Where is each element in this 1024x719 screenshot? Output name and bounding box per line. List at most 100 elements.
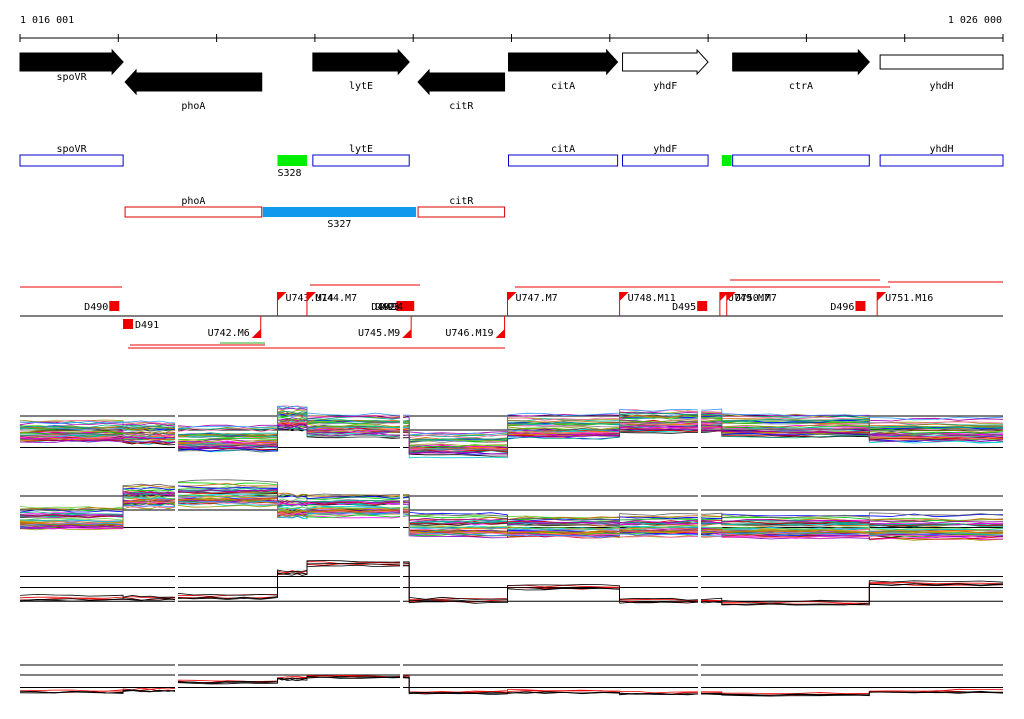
feature-D494: D494 xyxy=(379,301,415,313)
segment-label: S327 xyxy=(327,219,351,230)
gene-ctrA: ctrA xyxy=(732,48,870,92)
feature-marker xyxy=(697,301,708,311)
segment-S327: S327 xyxy=(262,207,417,230)
feature-U744.M7: U744.M7 xyxy=(306,292,357,316)
feature-U751.M16: U751.M16 xyxy=(876,292,933,316)
feature-label: U745.M9 xyxy=(358,328,400,339)
gene-label: citR xyxy=(449,101,474,112)
ruler-start-label: 1 016 001 xyxy=(20,15,74,26)
gene-arrow xyxy=(312,48,410,76)
expression-panel-2 xyxy=(19,470,1004,550)
gene-arrow xyxy=(417,68,506,96)
expression-trace xyxy=(19,562,1004,606)
feature-label: U747.M7 xyxy=(516,293,558,304)
expression-trace xyxy=(19,424,1004,455)
forward-box xyxy=(508,154,619,167)
segment-unlabeled xyxy=(721,155,732,166)
feature-U745.M9: U745.M9 xyxy=(358,316,412,339)
gene-arrow xyxy=(622,48,709,76)
feature-U747.M7: U747.M7 xyxy=(507,292,558,316)
feature-marker xyxy=(855,301,866,311)
feature-marker xyxy=(495,329,505,338)
forward-box xyxy=(19,154,124,167)
segment-S328: S328 xyxy=(277,155,307,179)
gene-phoA: phoA xyxy=(124,68,263,112)
feature-label: D494 xyxy=(379,302,403,313)
gene-label: yhdF xyxy=(653,81,677,92)
feature-marker xyxy=(726,292,736,301)
gene-spoVR: spoVR xyxy=(19,48,124,83)
gene-arrow xyxy=(508,48,619,76)
coordinate-ruler: 1 016 001 1 026 000 xyxy=(19,15,1004,42)
gene-label: yhdH xyxy=(930,81,954,92)
segments-track: S328 S327 xyxy=(262,155,732,230)
track-gap xyxy=(698,555,701,620)
forward-box-label: yhdH xyxy=(930,144,954,155)
reverse-box xyxy=(124,206,263,218)
reverse-strand-track: phoA citR xyxy=(124,196,506,218)
track-gap xyxy=(175,390,178,470)
reverse-box-phoA: phoA xyxy=(124,196,263,218)
feature-label: D496 xyxy=(830,302,854,313)
gene-label: lytE xyxy=(349,81,373,92)
feature-U742.M6: U742.M6 xyxy=(208,316,262,339)
feature-marker xyxy=(251,329,261,338)
feature-marker xyxy=(402,329,412,338)
feature-label: U750.M7 xyxy=(735,293,777,304)
gene-label: citA xyxy=(551,81,575,92)
expression-trace xyxy=(19,675,1004,696)
feature-label: U743.M14 xyxy=(285,293,333,304)
gene-lytE: lytE xyxy=(312,48,410,92)
gene-citR: citR xyxy=(417,68,506,112)
expression-panel-3 xyxy=(19,555,1004,620)
feature-marker xyxy=(109,301,120,311)
feature-label: D492 xyxy=(371,302,395,313)
gene-arrow xyxy=(732,48,870,76)
reverse-box xyxy=(417,206,506,218)
forward-box-citA: citA xyxy=(508,144,619,167)
forward-box xyxy=(879,154,1004,167)
feature-marker xyxy=(306,292,316,301)
track-gap xyxy=(698,470,701,550)
gene-arrow xyxy=(19,48,124,76)
gene-arrow xyxy=(879,54,1004,70)
forward-box-yhdF: yhdF xyxy=(622,144,709,167)
feature-U750.M7: U750.M7 xyxy=(726,292,777,316)
feature-label: U742.M6 xyxy=(208,328,250,339)
track-gap xyxy=(400,470,403,550)
track-gap xyxy=(400,645,403,705)
feature-label: U749.M7 xyxy=(728,293,770,304)
segment-label: S328 xyxy=(277,168,301,179)
gene-label: ctrA xyxy=(789,81,813,92)
gene-label: spoVR xyxy=(57,72,88,83)
expression-panel-4 xyxy=(19,645,1004,705)
expression-panel-1 xyxy=(19,390,1004,470)
feature-label: D495 xyxy=(672,302,696,313)
feature-label: U748.M11 xyxy=(628,293,676,304)
forward-box-spoVR: spoVR xyxy=(19,144,124,167)
feature-marker xyxy=(877,292,887,301)
forward-box-label: ctrA xyxy=(789,144,813,155)
feature-label: U744.M7 xyxy=(315,293,357,304)
expression-trace xyxy=(19,560,1004,603)
forward-box-label: citA xyxy=(551,144,575,155)
gene-arrows-track: spoVR phoA lytE citR citA yhdF ctrA yhdH xyxy=(19,48,1004,112)
feature-marker xyxy=(619,292,629,301)
gene-citA: citA xyxy=(508,48,619,92)
track-gap xyxy=(698,390,701,470)
gene-label: phoA xyxy=(181,101,205,112)
ruler-end-label: 1 026 000 xyxy=(948,15,1002,26)
forward-box xyxy=(622,154,709,167)
feature-D496: D496 xyxy=(830,301,866,313)
expression-trace xyxy=(19,410,1004,441)
segment-bar xyxy=(277,155,307,166)
forward-box-ctrA: ctrA xyxy=(732,144,870,167)
segment-bar xyxy=(721,155,732,166)
feature-marker xyxy=(277,292,287,301)
feature-label: U746.M19 xyxy=(445,328,493,339)
forward-box xyxy=(312,154,410,167)
gene-yhdF: yhdF xyxy=(622,48,709,92)
feature-marker xyxy=(507,292,517,301)
